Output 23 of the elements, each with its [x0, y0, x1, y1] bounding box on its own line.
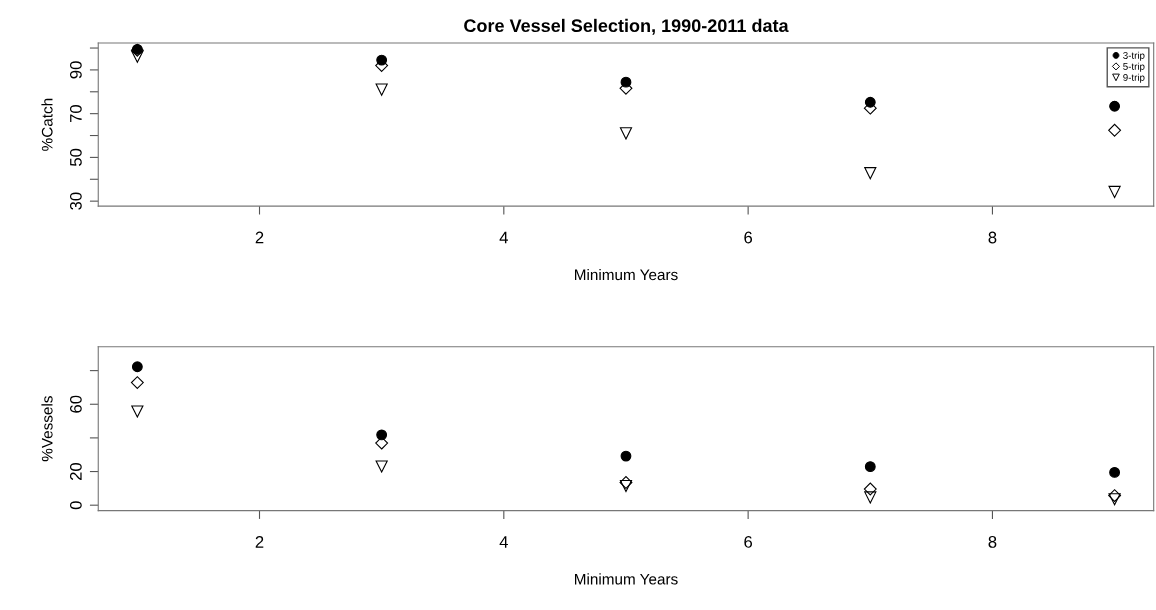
x-tick-label: 4	[499, 231, 508, 244]
chart-title: Core Vessel Selection, 1990-2011 data	[464, 18, 789, 35]
y-tick-label: 90	[69, 61, 82, 79]
y-tick-label: 70	[69, 105, 82, 123]
x-tick-label: 4	[499, 536, 508, 548]
y-tick-label: 50	[69, 148, 82, 166]
legend-label: 5-trip	[1123, 62, 1145, 72]
x-tick-label: 8	[988, 231, 997, 244]
x-axis-title: Minimum Years	[575, 268, 678, 281]
legend-label: 9-trip	[1123, 73, 1145, 83]
y-axis-title: %Vessels	[41, 396, 53, 462]
legend-label: 3-trip	[1123, 51, 1145, 61]
x-axis-title: Minimum Years	[575, 573, 678, 585]
y-axis-title: %Catch	[41, 98, 53, 151]
y-tick-label: 60	[69, 395, 82, 413]
x-tick-label: 2	[255, 536, 264, 548]
x-tick-label: 6	[744, 231, 753, 244]
y-tick-label: 20	[69, 462, 82, 480]
y-tick-label: 30	[69, 192, 82, 210]
y-tick-label: 0	[69, 501, 82, 510]
x-tick-label: 6	[744, 536, 753, 548]
x-tick-label: 8	[988, 536, 997, 548]
x-tick-label: 2	[255, 231, 264, 244]
